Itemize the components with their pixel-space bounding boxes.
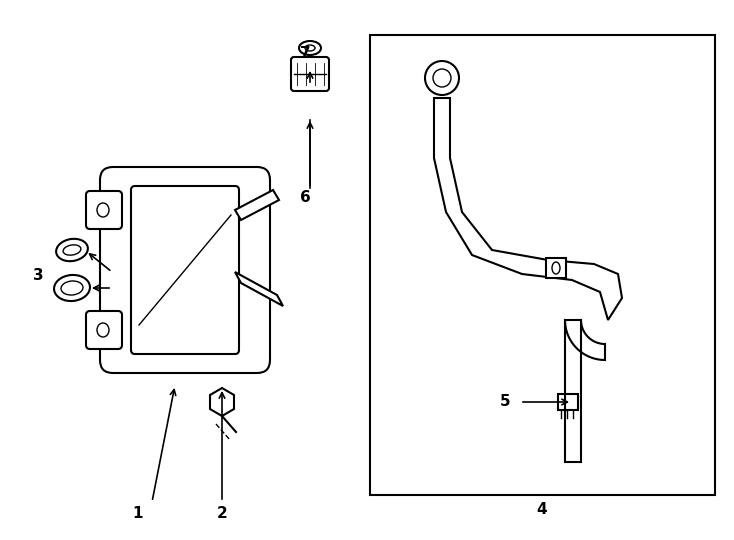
FancyBboxPatch shape <box>131 186 239 354</box>
Text: 2: 2 <box>217 506 228 521</box>
Ellipse shape <box>97 323 109 337</box>
Text: 5: 5 <box>500 395 510 409</box>
Polygon shape <box>210 388 234 416</box>
Ellipse shape <box>97 203 109 217</box>
Polygon shape <box>565 320 605 360</box>
FancyBboxPatch shape <box>291 57 329 91</box>
Polygon shape <box>434 98 622 320</box>
Ellipse shape <box>552 262 560 274</box>
FancyBboxPatch shape <box>100 167 270 373</box>
Bar <box>370 35 715 495</box>
Polygon shape <box>546 258 566 278</box>
Ellipse shape <box>299 41 321 55</box>
Ellipse shape <box>305 45 315 51</box>
Ellipse shape <box>56 239 88 261</box>
Ellipse shape <box>61 281 83 295</box>
Text: 4: 4 <box>537 502 548 517</box>
Text: 1: 1 <box>133 506 143 521</box>
Polygon shape <box>235 190 279 220</box>
Text: 6: 6 <box>299 190 310 205</box>
Polygon shape <box>235 272 283 306</box>
Ellipse shape <box>54 275 90 301</box>
Polygon shape <box>558 394 578 410</box>
Ellipse shape <box>63 245 81 255</box>
FancyBboxPatch shape <box>86 191 122 229</box>
Ellipse shape <box>433 69 451 87</box>
Text: 7: 7 <box>299 46 310 61</box>
FancyBboxPatch shape <box>86 311 122 349</box>
Ellipse shape <box>425 61 459 95</box>
Text: 3: 3 <box>33 268 43 283</box>
